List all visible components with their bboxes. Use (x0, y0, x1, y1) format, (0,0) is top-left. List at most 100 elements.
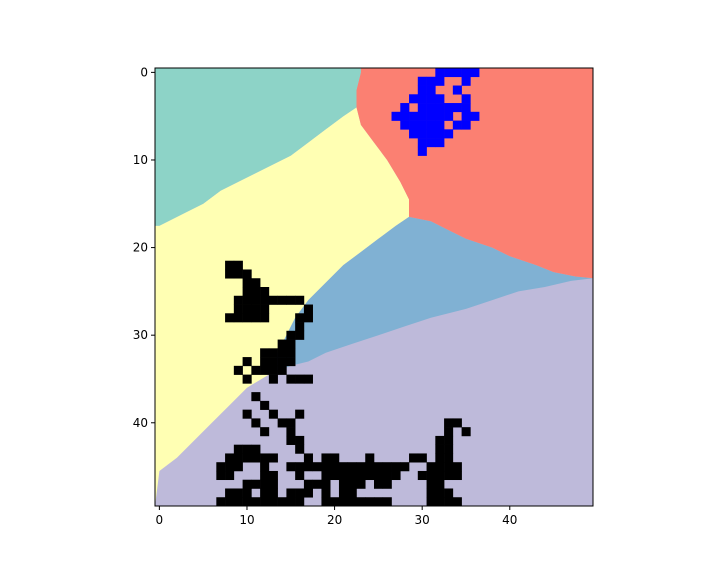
black-marker-cell (251, 418, 261, 428)
black-marker-cell (233, 488, 243, 498)
black-marker-cell (251, 392, 261, 402)
black-marker-cell (233, 462, 243, 472)
black-marker-cell (216, 470, 226, 481)
black-marker-cell (260, 304, 270, 314)
black-marker-cell (251, 365, 261, 375)
black-marker-cell (444, 427, 454, 437)
black-marker-cell (435, 444, 445, 454)
black-marker-cell (225, 462, 235, 472)
black-marker-cell (260, 365, 270, 375)
black-marker-cell (260, 470, 270, 481)
black-marker-cell (435, 462, 445, 472)
black-marker-cell (365, 497, 375, 506)
black-marker-cell (444, 497, 454, 506)
y-axis: 0 10 20 30 40 (133, 65, 155, 430)
black-marker-cell (330, 497, 340, 506)
black-marker-cell (260, 400, 270, 410)
black-marker-cell (452, 418, 462, 428)
plot-area (155, 68, 593, 506)
x-tick-label: 30 (415, 513, 430, 527)
black-marker-cell (295, 470, 305, 481)
black-marker-cell (303, 304, 313, 314)
black-marker-cell (295, 313, 305, 323)
black-marker-cell (426, 470, 436, 481)
black-marker-cell (242, 488, 252, 498)
black-marker-cell (435, 470, 445, 481)
black-marker-cell (268, 470, 278, 481)
black-marker-cell (233, 313, 243, 323)
black-marker-cell (233, 444, 243, 454)
blue-marker-cell (470, 68, 480, 78)
black-marker-cell (225, 313, 235, 323)
blue-marker-cell (435, 129, 445, 139)
black-marker-cell (286, 330, 296, 340)
blue-marker-cell (452, 103, 462, 113)
black-marker-cell (312, 462, 322, 472)
black-marker-cell (417, 453, 427, 463)
black-marker-cell (233, 365, 243, 375)
black-marker-cell (268, 453, 278, 463)
black-marker-cell (303, 488, 313, 498)
black-marker-cell (277, 365, 287, 375)
black-marker-cell (426, 462, 436, 472)
black-marker-cell (242, 479, 252, 489)
blue-marker-cell (391, 111, 401, 121)
black-marker-cell (260, 479, 270, 489)
x-tick-label: 40 (502, 513, 517, 527)
black-marker-cell (233, 497, 243, 506)
region-teal (155, 68, 361, 226)
black-marker-cell (286, 462, 296, 472)
marker-cells-layer (216, 68, 480, 506)
black-marker-cell (251, 278, 261, 288)
black-marker-cell (382, 479, 392, 489)
blue-marker-cell (417, 103, 427, 113)
black-marker-cell (251, 497, 261, 506)
black-marker-cell (251, 479, 261, 489)
black-marker-cell (260, 313, 270, 323)
black-marker-cell (303, 313, 313, 323)
black-marker-cell (338, 497, 349, 506)
black-marker-cell (382, 497, 392, 506)
black-marker-cell (286, 497, 296, 506)
black-marker-cell (277, 357, 287, 367)
blue-marker-cell (452, 120, 462, 130)
y-tick-label: 0 (140, 65, 148, 79)
black-marker-cell (260, 462, 270, 472)
black-marker-cell (330, 453, 340, 463)
black-marker-cell (277, 418, 287, 428)
black-marker-cell (286, 295, 296, 305)
black-marker-cell (233, 260, 243, 270)
blue-marker-cell (417, 111, 427, 121)
blue-marker-cell (444, 103, 454, 113)
y-tick-label: 40 (133, 416, 148, 430)
black-marker-cell (374, 479, 384, 489)
black-marker-cell (251, 453, 261, 463)
black-marker-cell (268, 348, 278, 358)
black-marker-cell (225, 453, 235, 463)
blue-marker-cell (435, 138, 445, 148)
blue-marker-cell (417, 120, 427, 130)
x-axis: 0 10 20 30 40 (156, 506, 517, 527)
black-marker-cell (374, 462, 384, 472)
black-marker-cell (225, 470, 235, 481)
black-marker-cell (260, 488, 270, 498)
blue-marker-cell (400, 111, 410, 121)
black-marker-cell (251, 287, 261, 297)
black-marker-cell (242, 269, 252, 279)
blue-marker-cell (461, 76, 471, 86)
black-marker-cell (277, 339, 287, 349)
blue-marker-cell (452, 85, 462, 95)
black-marker-cell (260, 357, 270, 367)
black-marker-cell (356, 470, 366, 481)
blue-marker-cell (435, 94, 445, 104)
black-marker-cell (225, 269, 235, 279)
black-marker-cell (295, 409, 305, 419)
x-tick-label: 20 (327, 513, 342, 527)
black-marker-cell (330, 462, 340, 472)
black-marker-cell (242, 409, 252, 419)
black-marker-cell (277, 348, 287, 358)
blue-marker-cell (461, 103, 471, 113)
black-marker-cell (268, 479, 278, 489)
black-marker-cell (365, 462, 375, 472)
black-marker-cell (321, 497, 331, 506)
